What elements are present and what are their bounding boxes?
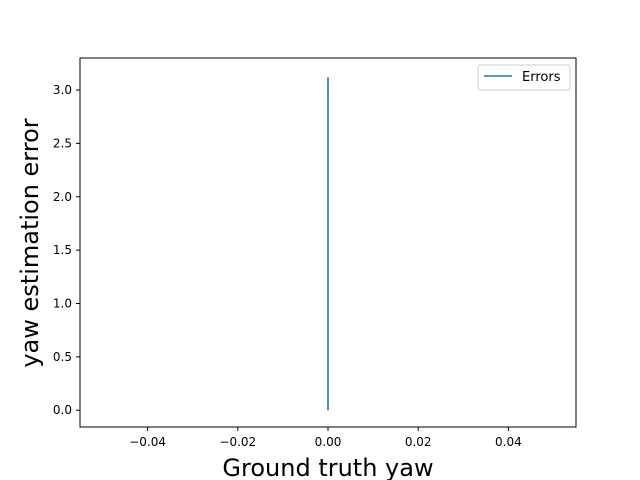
y-tick-label: 1.5	[53, 243, 72, 257]
x-tick-label: 0.00	[315, 435, 342, 449]
x-axis-ticks: −0.04 −0.02 0.00 0.02 0.04	[129, 427, 522, 449]
x-tick-label: 0.02	[405, 435, 432, 449]
y-axis-ticks: 0.0 0.5 1.0 1.5 2.0 2.5 3.0	[53, 83, 80, 417]
x-tick-label: 0.04	[495, 435, 522, 449]
y-tick-label: 2.5	[53, 136, 72, 150]
legend-label-errors: Errors	[522, 70, 561, 85]
y-tick-label: 3.0	[53, 83, 72, 97]
x-axis-title: Ground truth yaw	[222, 454, 433, 480]
legend: Errors	[477, 64, 571, 91]
y-tick-label: 0.0	[53, 403, 72, 417]
x-tick-label: −0.04	[129, 435, 166, 449]
y-tick-label: 1.0	[53, 297, 72, 311]
x-tick-label: −0.02	[219, 435, 256, 449]
y-axis-title: yaw estimation error	[16, 118, 44, 367]
y-tick-label: 2.0	[53, 190, 72, 204]
legend-box	[477, 64, 571, 91]
y-tick-label: 0.5	[53, 350, 72, 364]
